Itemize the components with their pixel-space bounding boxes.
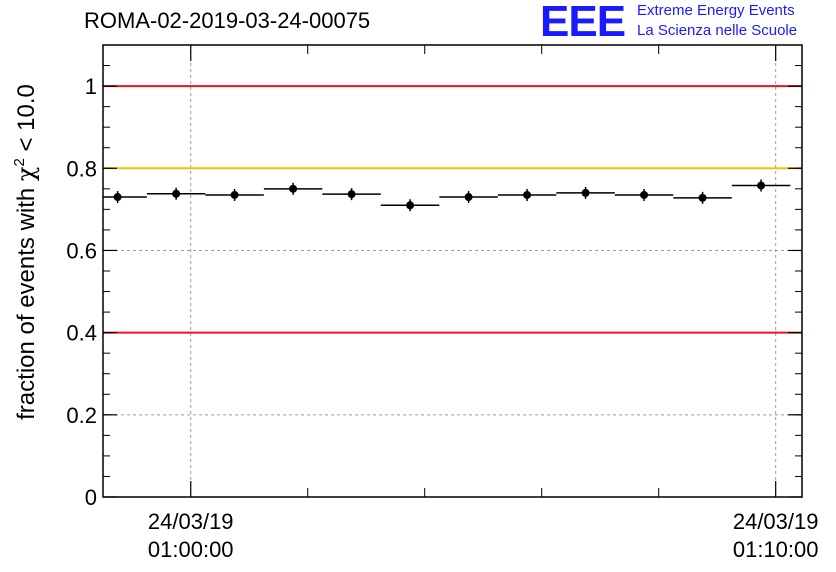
chart-title: ROMA-02-2019-03-24-00075 [84,8,371,33]
y-tick-label: 0.8 [66,156,97,181]
x-tick-time-label: 01:10:00 [733,537,819,562]
axes: 0 0.2 0.4 0.6 0.8 1 24/03/19 01:00:00 24/03/19 01… [66,45,818,562]
logo-subtitle-line2: La Scienza nelle Scuole [637,22,798,39]
y-tick-label: 0 [85,485,97,510]
data-points [103,179,791,212]
y-tick-label: 1 [85,74,97,99]
logo-subtitle-line1: Extreme Energy Events [637,2,795,19]
x-tick-time-label: 01:00:00 [148,537,234,562]
reference-lines [103,85,802,334]
x-tick-date-label: 24/03/19 [733,509,819,534]
grid-lines [103,45,802,497]
y-axis-label: fraction of events with χ2 < 10.0 [11,84,40,420]
y-tick-label: 0.4 [66,321,97,346]
eee-logo: EEE [540,0,626,46]
y-tick-label: 0.6 [66,238,97,263]
plot-frame [102,44,803,498]
x-tick-date-label: 24/03/19 [148,509,234,534]
y-tick-label: 0.2 [66,403,97,428]
